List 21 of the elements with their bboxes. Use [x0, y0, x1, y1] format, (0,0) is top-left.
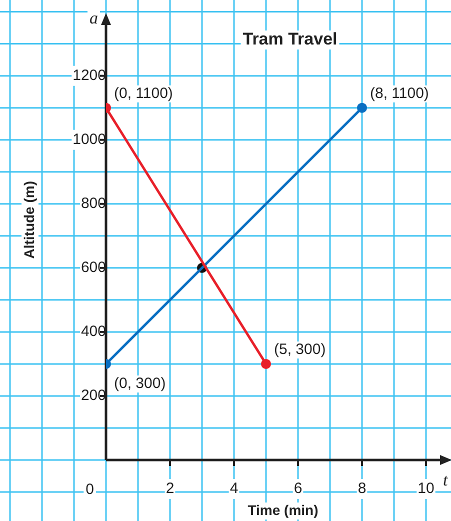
y-tick-label: 1200 — [72, 66, 106, 84]
annotation: (0, 300) — [114, 375, 166, 392]
annotation: (5, 300) — [274, 341, 326, 358]
chart-title: Tram Travel — [242, 30, 338, 49]
y-tick-label: 1000 — [72, 130, 106, 148]
x-tick-label: 6 — [294, 480, 302, 498]
x-tick-label: 4 — [230, 480, 238, 498]
y-tick-label: 800 — [80, 195, 106, 212]
x-axis-title: Time (min) — [248, 502, 318, 518]
y-tick-label: 200 — [80, 387, 106, 404]
y-tick-label: 600 — [80, 259, 106, 276]
x-tick-label: 2 — [166, 480, 174, 498]
text: 0 — [86, 481, 94, 498]
text: a — [90, 8, 98, 28]
x-tick-label: 8 — [358, 480, 366, 498]
annotation: (8, 1100) — [370, 84, 429, 102]
y-tick-label: 400 — [80, 323, 106, 340]
annotation: (0, 1100) — [114, 84, 173, 102]
y-axis-title: Altitude (m) — [20, 181, 37, 259]
x-tick-label: 10 — [418, 480, 434, 498]
text: t — [443, 470, 449, 490]
